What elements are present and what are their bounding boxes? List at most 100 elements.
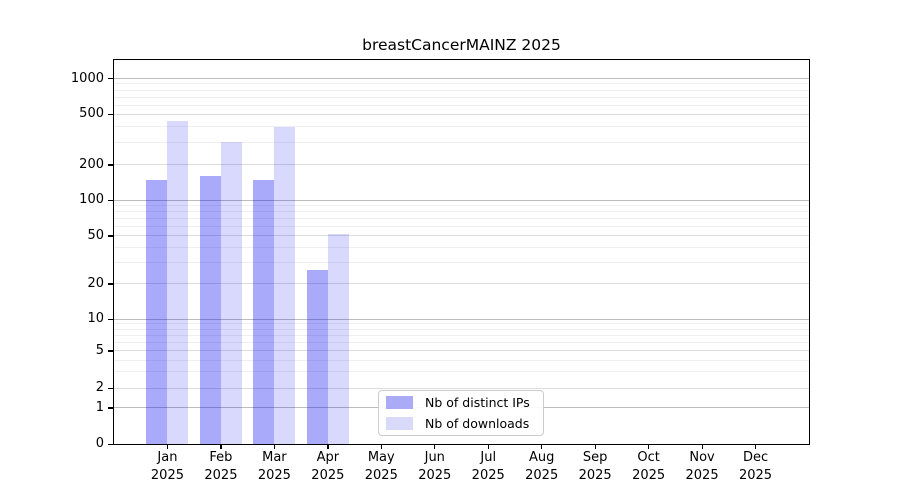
minor-gridline xyxy=(114,323,809,325)
x-tick-label: Sep 2025 xyxy=(567,449,623,484)
y-tick-mark xyxy=(108,350,113,352)
month-label: Aug xyxy=(528,450,555,465)
downloads-swatch xyxy=(386,417,413,430)
bar-distinct-ips-feb xyxy=(199,176,221,444)
x-tick-label: Jul 2025 xyxy=(460,449,516,484)
year-label: 2025 xyxy=(738,467,773,483)
x-tick-label: Apr 2025 xyxy=(300,449,356,484)
x-tick-label: Feb 2025 xyxy=(193,449,249,484)
x-tick-mark xyxy=(327,444,329,449)
year-label: 2025 xyxy=(418,467,452,483)
y-tick-label: 10 xyxy=(87,311,104,326)
major-gridline xyxy=(114,387,809,389)
y-tick-label: 500 xyxy=(79,106,104,122)
x-tick-label: Aug 2025 xyxy=(514,449,570,484)
x-tick-label: Mar 2025 xyxy=(246,449,302,484)
x-tick-mark xyxy=(273,444,276,449)
y-tick-label: 0 xyxy=(95,436,104,451)
major-gridline xyxy=(114,164,809,166)
x-tick-label: Nov 2025 xyxy=(674,449,730,484)
y-tick-mark xyxy=(108,164,113,166)
x-tick-mark xyxy=(220,444,222,449)
minor-gridline xyxy=(114,89,809,91)
y-tick-mark xyxy=(108,387,113,389)
month-label: Mar xyxy=(262,450,287,465)
legend-item-label: Nb of downloads xyxy=(425,416,530,431)
major-gridline xyxy=(114,350,809,352)
y-tick-label: 2 xyxy=(95,380,104,395)
month-label: Dec xyxy=(742,450,769,465)
plot-area: Nb of distinct IPs Nb of downloads xyxy=(113,59,810,445)
decade-gridline xyxy=(114,78,809,79)
x-tick-mark xyxy=(594,444,596,449)
minor-gridline xyxy=(114,218,809,220)
x-tick-label: Dec 2025 xyxy=(728,449,784,484)
y-tick-label: 50 xyxy=(87,227,104,243)
year-label: 2025 xyxy=(471,467,505,483)
minor-gridline xyxy=(114,342,809,344)
y-tick-label: 100 xyxy=(79,192,104,207)
minor-gridline xyxy=(114,126,809,128)
y-tick-label: 200 xyxy=(79,156,104,172)
x-tick-mark xyxy=(166,444,169,449)
month-label: Oct xyxy=(637,450,660,465)
major-gridline xyxy=(114,113,809,115)
x-tick-label: Oct 2025 xyxy=(621,449,677,484)
y-tick-mark xyxy=(108,283,113,285)
year-label: 2025 xyxy=(525,467,559,483)
minor-gridline xyxy=(114,226,809,228)
year-label: 2025 xyxy=(364,467,398,483)
y-tick-label: 20 xyxy=(87,275,104,291)
minor-gridline xyxy=(114,83,809,85)
x-tick-mark xyxy=(755,444,757,449)
legend-item: Nb of downloads xyxy=(386,416,543,431)
bar-downloads-feb xyxy=(220,141,242,444)
minor-gridline xyxy=(114,142,809,144)
bar-downloads-apr xyxy=(327,233,349,444)
major-gridline xyxy=(114,235,809,237)
month-label: Jun xyxy=(424,450,445,465)
month-label: May xyxy=(367,450,395,465)
y-tick-label: 1 xyxy=(95,399,104,415)
y-tick-mark xyxy=(108,78,113,80)
x-tick-mark xyxy=(541,444,543,449)
minor-gridline xyxy=(114,328,809,330)
minor-gridline xyxy=(114,359,809,361)
year-label: 2025 xyxy=(311,467,345,483)
month-label: Jul xyxy=(480,450,497,465)
decade-gridline xyxy=(114,318,809,320)
chart-title: breastCancerMAINZ 2025 xyxy=(362,36,561,54)
x-tick-label: Jan 2025 xyxy=(139,449,195,484)
x-tick-label: Jun 2025 xyxy=(407,449,463,484)
year-label: 2025 xyxy=(204,467,238,483)
y-tick-mark xyxy=(108,443,113,445)
minor-gridline xyxy=(114,104,809,106)
year-label: 2025 xyxy=(578,467,612,483)
bar-downloads-jan xyxy=(167,120,189,444)
bars-layer xyxy=(114,60,809,444)
y-tick-mark xyxy=(108,318,113,320)
minor-gridline xyxy=(114,204,809,206)
x-tick-mark xyxy=(487,444,489,449)
y-tick-label: 5 xyxy=(95,342,104,358)
month-label: Jan xyxy=(157,450,178,465)
month-label: Nov xyxy=(689,450,715,465)
y-tick-mark xyxy=(108,235,113,237)
y-tick-mark xyxy=(108,113,113,116)
x-tick-mark xyxy=(648,444,650,449)
year-label: 2025 xyxy=(150,467,184,483)
x-tick-label: May 2025 xyxy=(353,449,409,484)
minor-gridline xyxy=(114,262,809,264)
year-label: 2025 xyxy=(257,467,291,483)
minor-gridline xyxy=(114,96,809,98)
bar-downloads-mar xyxy=(274,127,296,444)
month-label: Feb xyxy=(209,450,233,465)
month-label: Apr xyxy=(316,450,340,465)
bar-distinct-ips-apr xyxy=(306,270,328,444)
legend-item-label: Nb of distinct IPs xyxy=(425,395,530,410)
legend: Nb of distinct IPs Nb of downloads xyxy=(378,390,544,436)
y-tick-mark xyxy=(108,199,113,201)
x-tick-mark xyxy=(380,444,382,449)
x-tick-mark xyxy=(434,444,436,449)
